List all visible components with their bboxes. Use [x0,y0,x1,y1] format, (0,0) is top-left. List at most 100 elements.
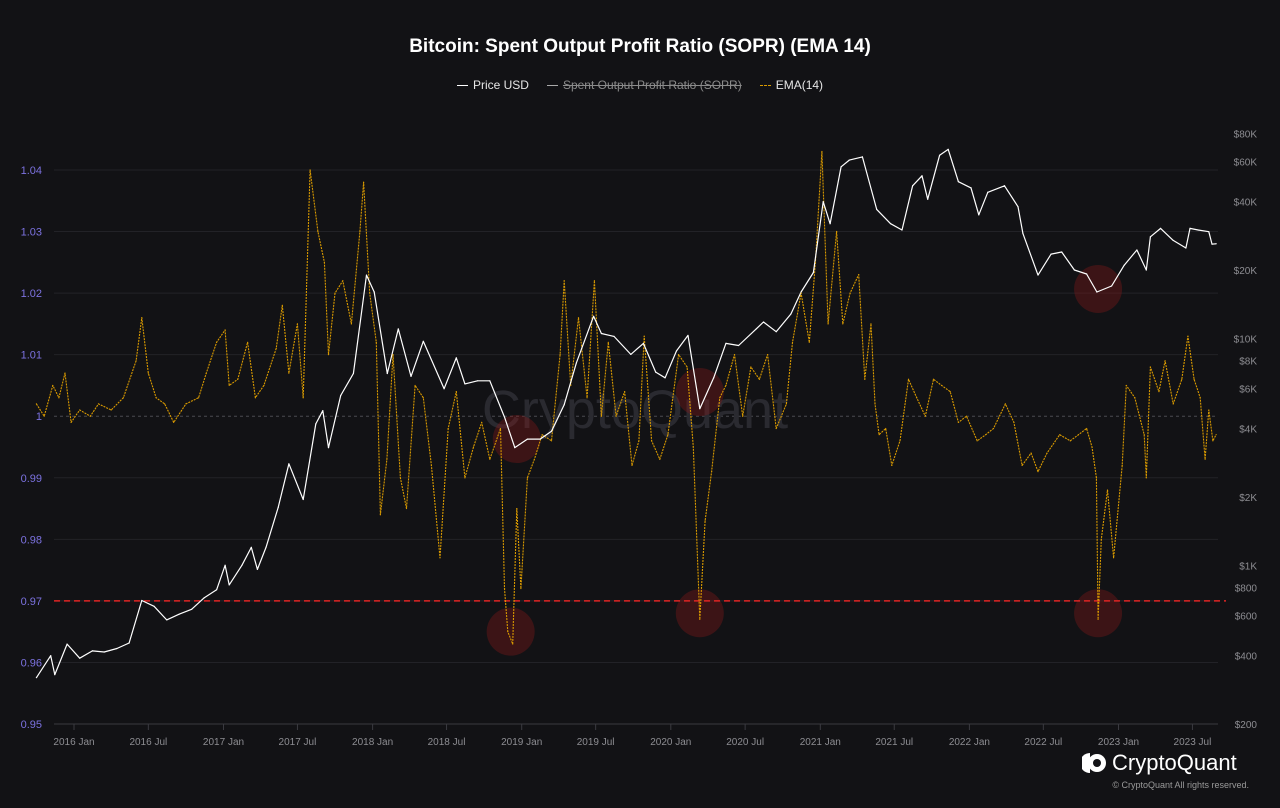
ema-point [899,440,901,442]
left-tick-label: 1.01 [21,350,42,362]
ema-point [907,378,910,380]
price-point [66,643,68,645]
right-tick-label: $400 [1235,652,1258,663]
price-point [250,546,252,548]
price-point [91,650,93,652]
ema-point [1145,477,1147,479]
ema-point [302,397,304,399]
ema-point [965,415,968,417]
price-point [1136,249,1138,251]
ema-point [237,378,239,380]
price-point [1110,285,1113,287]
price-point [1215,243,1217,245]
ema-point [155,397,157,399]
price-point [1149,236,1151,238]
ema-point [563,280,565,282]
ema-point [624,390,626,393]
ema-point [1125,384,1127,387]
ema-point [1069,440,1071,442]
ema-point [516,507,518,510]
ema-point [941,384,943,387]
ema-point [878,434,880,436]
price-point [265,546,267,548]
ema-point [379,514,381,516]
ema-point [570,384,572,387]
ema-point [758,378,761,380]
ema-point [559,354,561,356]
ema-point [891,464,893,467]
ema-point [1164,360,1166,362]
highlight-circle [675,589,724,638]
price-point [141,599,143,602]
price-point [738,344,740,347]
ema-point [586,397,588,399]
price-point [1145,269,1147,271]
ema-point [949,390,951,393]
ema14-line [35,150,1217,645]
cryptoquant-logo[interactable]: CryptoQuant [1082,750,1237,776]
price-point [476,380,479,382]
price-point [224,564,226,566]
price-point [699,408,701,410]
ema-point [499,427,502,430]
legend-item-ema[interactable]: EMA(14) [759,78,824,92]
ema-point [976,440,978,442]
ema-point [767,354,769,356]
ema-point [1134,397,1136,399]
price-point [443,388,445,390]
legend-item-price[interactable]: Price USD [456,78,529,92]
price-point [489,380,491,382]
price-point [397,328,399,330]
ema-point [79,409,81,411]
ema-point [224,329,226,331]
right-tick-label: $40K [1234,198,1258,209]
ema-point [1172,403,1174,405]
price-point [613,335,615,337]
ema-point [164,403,166,405]
ema-point [1158,390,1160,393]
ema-point [992,427,995,430]
left-tick-label: 1.03 [21,227,42,239]
price-point [166,619,168,621]
ema-point [916,397,918,399]
ema-point [1149,366,1151,368]
x-tick-label: 2020 Jul [726,737,764,748]
ema-point [1204,458,1206,460]
price-point [1017,206,1019,208]
x-tick-label: 2023 Jan [1098,737,1139,748]
right-tick-label: $6K [1239,385,1257,396]
ema-point [323,261,326,263]
right-tick-label: $2K [1239,493,1257,504]
legend-label-ema: EMA(14) [775,78,824,92]
price-point [35,677,38,679]
legend-item-sopr[interactable]: Spent Output Profit Ratio (SOPR) [546,78,742,92]
ema-point [615,415,617,417]
price-point [116,647,118,650]
price-point [938,154,941,156]
price-swatch [456,84,468,86]
ema-point [35,403,38,405]
price-point [386,372,388,375]
ema-swatch [759,84,771,86]
ema-point [247,341,249,343]
price-point [912,185,914,187]
ema-point [686,366,688,368]
ema-point [533,458,535,460]
ema-point [275,347,277,350]
right-tick-label: $800 [1235,583,1258,594]
ema-point [932,378,935,380]
legend-label-price: Price USD [472,78,529,92]
ema-point [750,366,752,368]
ema-point [520,587,522,590]
left-tick-label: 0.97 [21,596,42,608]
left-tick-label: 1.02 [21,288,42,300]
price-point [1037,274,1039,276]
ema-point [725,384,727,387]
price-line [35,148,1217,679]
left-tick-label: 1.04 [21,165,42,177]
right-tick-label: $60K [1234,158,1258,169]
ema-point [643,335,645,337]
ema-point [1037,471,1039,473]
x-tick-label: 2021 Jul [875,737,913,748]
ema-point [317,230,319,233]
